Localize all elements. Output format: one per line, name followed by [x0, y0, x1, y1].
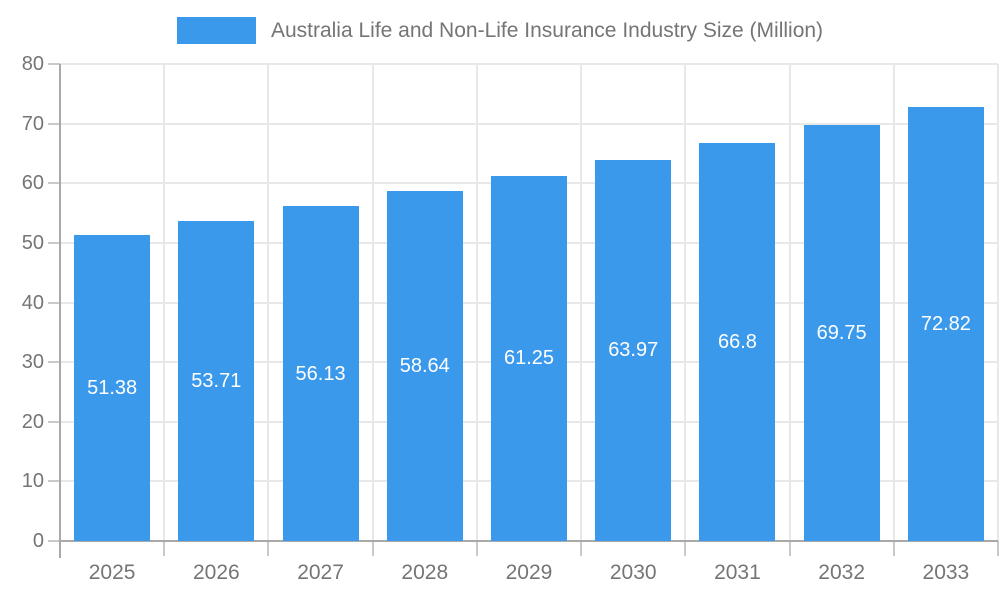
x-axis-tick — [997, 541, 999, 556]
y-axis-tick — [48, 122, 60, 125]
bar-value-label: 69.75 — [816, 322, 867, 345]
bar[interactable] — [282, 206, 359, 541]
x-tick-label: 2029 — [505, 561, 553, 584]
y-axis-line — [59, 64, 61, 558]
bar-value-label: 53.71 — [191, 369, 242, 392]
bar-value-label: 58.64 — [399, 355, 450, 378]
gridline-horizontal — [60, 122, 998, 125]
x-axis-tick — [892, 541, 895, 556]
bar-value-label: 61.25 — [503, 347, 555, 370]
x-axis-tick — [684, 541, 687, 556]
bar-value-label: 51.38 — [87, 376, 138, 399]
x-tick-label: 2026 — [192, 561, 240, 584]
x-axis-tick — [163, 541, 166, 556]
x-axis-tick — [267, 541, 270, 556]
bar[interactable] — [74, 234, 151, 541]
bar-value-label: 66.8 — [717, 330, 757, 353]
y-axis-tick — [48, 241, 60, 244]
y-tick-label: 70 — [21, 112, 44, 135]
x-tick-label: 2027 — [297, 561, 344, 584]
bar[interactable] — [386, 191, 463, 541]
gridline-vertical — [475, 64, 478, 541]
bar[interactable] — [178, 220, 255, 541]
x-tick-label: 2031 — [714, 561, 761, 584]
y-tick-label: 60 — [21, 172, 44, 195]
x-tick-label: 2032 — [818, 561, 866, 584]
x-tick-label: 2033 — [922, 561, 970, 584]
bar-value-label: 63.97 — [608, 339, 659, 362]
y-axis-tick — [48, 63, 60, 65]
gridline-vertical — [580, 64, 583, 541]
y-axis-tick — [48, 301, 60, 304]
x-tick-label: 2025 — [88, 561, 136, 584]
legend-label: Australia Life and Non-Life Insurance In… — [270, 18, 824, 42]
legend-swatch-icon — [176, 16, 256, 44]
legend[interactable]: Australia Life and Non-Life Insurance In… — [0, 15, 1000, 45]
bar[interactable] — [491, 175, 567, 541]
y-tick-label: 0 — [32, 530, 44, 552]
y-axis-tick — [48, 420, 60, 423]
x-axis-tick — [475, 541, 478, 556]
bar[interactable] — [699, 142, 776, 541]
y-tick-label: 20 — [21, 410, 44, 433]
bar[interactable] — [803, 125, 880, 541]
y-tick-label: 80 — [21, 53, 44, 75]
bar-value-label: 72.82 — [920, 312, 971, 335]
y-tick-label: 10 — [21, 470, 44, 493]
gridline-vertical — [371, 64, 374, 541]
x-tick-label: 2028 — [401, 561, 449, 584]
gridline-horizontal — [60, 63, 998, 65]
y-axis-tick — [48, 361, 60, 364]
y-tick-label: 30 — [21, 351, 44, 374]
gridline-vertical — [788, 64, 791, 541]
gridline-vertical — [267, 64, 270, 541]
x-axis-tick — [788, 541, 791, 556]
bar[interactable] — [595, 159, 672, 541]
x-axis-line — [60, 540, 998, 542]
bar-value-label: 56.13 — [295, 362, 346, 385]
x-tick-label: 2030 — [609, 561, 657, 584]
gridline-vertical — [997, 64, 999, 541]
y-tick-label: 50 — [21, 231, 44, 254]
y-axis-tick — [48, 480, 60, 483]
x-axis-tick — [371, 541, 374, 556]
gridline-vertical — [892, 64, 895, 541]
gridline-vertical — [684, 64, 687, 541]
y-axis-tick — [48, 540, 60, 542]
gridline-vertical — [163, 64, 166, 541]
bar[interactable] — [907, 106, 984, 541]
x-axis-tick — [580, 541, 583, 556]
y-tick-label: 40 — [21, 291, 44, 314]
y-axis-tick — [48, 182, 60, 185]
